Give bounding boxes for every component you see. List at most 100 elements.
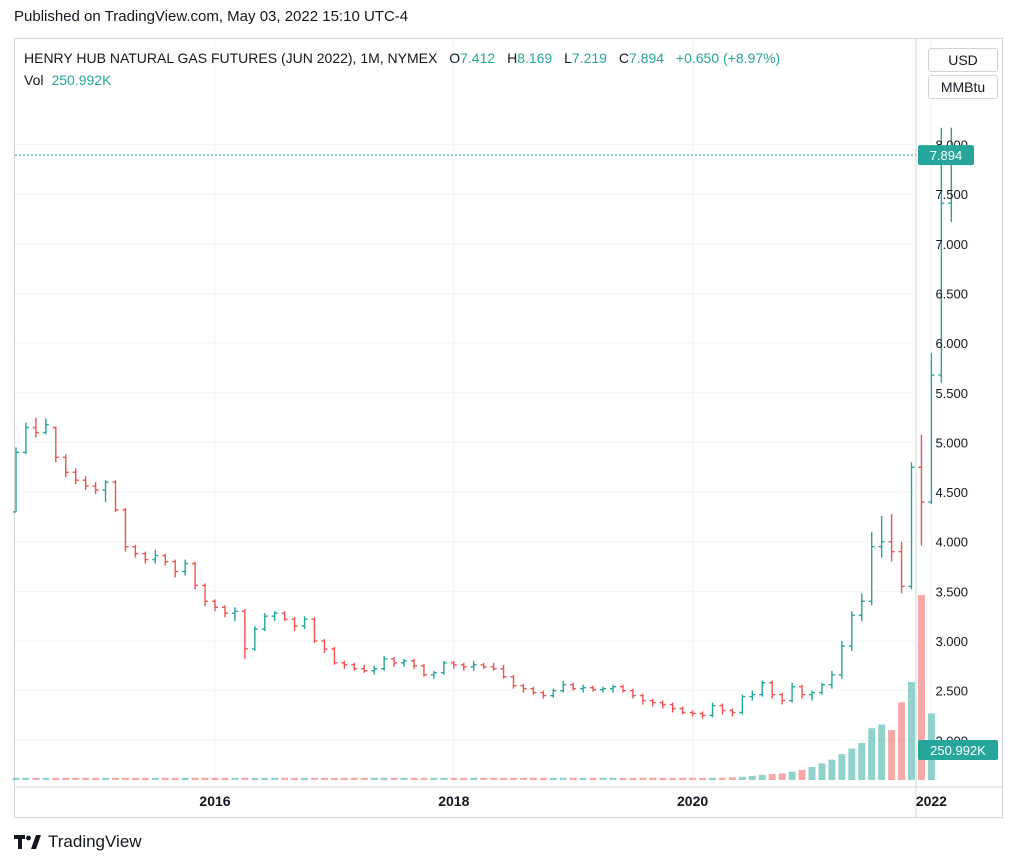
volume-legend: Vol 250.992K — [24, 72, 111, 88]
ohlc-bar — [848, 611, 855, 651]
close-value: 7.894 — [628, 50, 665, 66]
ohlc-bar — [231, 607, 238, 622]
high-value: 8.169 — [517, 50, 553, 66]
change-value: +0.650 (+8.97%) — [675, 50, 781, 66]
ohlc-bar — [251, 626, 258, 651]
ohlc-bar — [838, 641, 845, 679]
volume-bar — [181, 777, 189, 780]
volume-bar — [917, 595, 925, 780]
volume-bar — [768, 774, 776, 780]
volume-bar — [340, 777, 348, 780]
volume-bar — [470, 777, 478, 780]
volume-bar — [161, 777, 169, 780]
ohlc-bar — [202, 583, 209, 607]
ohlc-bar — [590, 685, 597, 692]
volume-bar — [301, 777, 309, 780]
ohlc-bar — [560, 680, 567, 693]
volume-bar — [500, 777, 508, 780]
ohlc-bar — [331, 646, 338, 665]
tradingview-logo[interactable]: TradingView — [14, 832, 142, 852]
ohlc-bar — [878, 515, 885, 558]
tradingview-logo-icon — [14, 835, 41, 849]
ohlc-bar — [828, 670, 835, 689]
volume-bar — [320, 777, 328, 780]
volume-bar — [510, 777, 517, 780]
volume-bar — [82, 777, 90, 780]
volume-bar — [251, 777, 259, 780]
volume-bar — [589, 777, 597, 780]
x-tick-label: 2018 — [438, 793, 469, 809]
volume-bar — [141, 777, 149, 780]
volume-bar — [718, 777, 726, 780]
unit-button[interactable]: MMBtu — [928, 75, 998, 99]
ohlc-bar — [520, 683, 527, 693]
volume-bar — [22, 777, 30, 780]
volume-bar — [689, 777, 697, 780]
ohlc-bar — [102, 480, 109, 503]
published-caption: Published on TradingView.com, May 03, 20… — [14, 8, 409, 25]
volume-bar — [112, 777, 119, 780]
volume-bar — [818, 763, 826, 780]
x-tick-label: 2020 — [677, 793, 708, 809]
ohlc-bar — [719, 703, 726, 715]
volume-bar — [748, 775, 756, 780]
ohlc-bar — [510, 674, 517, 689]
volume-bar — [390, 777, 398, 780]
ohlc-bar — [729, 708, 736, 717]
ohlc-bar — [629, 688, 636, 699]
volume-bar — [569, 777, 577, 780]
volume-bar — [529, 777, 537, 780]
high-label: H — [507, 50, 518, 66]
y-tick-label: 7.000 — [935, 237, 968, 252]
ohlc-bar — [789, 682, 796, 703]
volume-bar — [858, 743, 866, 780]
last-price-badge-label: 7.894 — [930, 148, 963, 163]
ohlc-bar — [271, 611, 278, 622]
ohlc-bars — [13, 127, 955, 719]
ohlc-bar — [22, 422, 29, 455]
axes: 2.0002.5003.0003.5004.0004.5005.0005.500… — [14, 38, 1003, 818]
ohlc-bar — [122, 507, 129, 552]
volume-bar — [898, 702, 906, 780]
volume-bar — [151, 777, 159, 780]
volume-bar — [778, 773, 786, 780]
ohlc-bar — [440, 660, 447, 675]
ohlc-bar — [659, 700, 666, 709]
x-tick-label: 2022 — [916, 793, 947, 809]
volume-bar — [360, 777, 368, 780]
volume-bar — [738, 776, 746, 780]
ohlc-bar — [928, 353, 935, 504]
ohlc-bar — [679, 706, 686, 715]
ohlc-bar — [898, 541, 905, 594]
volume-bar — [728, 777, 736, 780]
chart-grid — [15, 40, 932, 780]
volume-bar — [281, 777, 289, 780]
ohlc-bar — [192, 561, 199, 590]
chart-legend: HENRY HUB NATURAL GAS FUTURES (JUN 2022)… — [24, 50, 780, 66]
volume-bar — [848, 748, 856, 780]
volume-bar — [669, 777, 677, 780]
volume-bar — [241, 777, 249, 780]
last-price-badge — [918, 145, 974, 166]
volume-bar — [221, 777, 229, 780]
ohlc-bar — [52, 426, 59, 463]
volume-bar — [52, 777, 60, 780]
brand-name: TradingView — [48, 832, 142, 851]
currency-button[interactable]: USD — [928, 48, 998, 72]
ohlc-bar — [321, 639, 328, 653]
ohlc-bar — [530, 686, 537, 695]
ohlc-bar — [799, 684, 806, 699]
volume-badge — [918, 740, 998, 760]
volume-bar — [102, 777, 110, 780]
open-label: O — [449, 50, 461, 66]
ohlc-bar — [62, 454, 69, 478]
volume-bar — [609, 777, 617, 780]
ohlc-bar — [212, 599, 218, 612]
ohlc-bar — [13, 447, 19, 513]
volume-bar — [410, 777, 418, 780]
ohlc-bar — [739, 694, 746, 715]
y-tick-label: 5.000 — [935, 435, 968, 450]
ohlc-bar — [371, 665, 378, 675]
volume-bar — [430, 777, 438, 780]
